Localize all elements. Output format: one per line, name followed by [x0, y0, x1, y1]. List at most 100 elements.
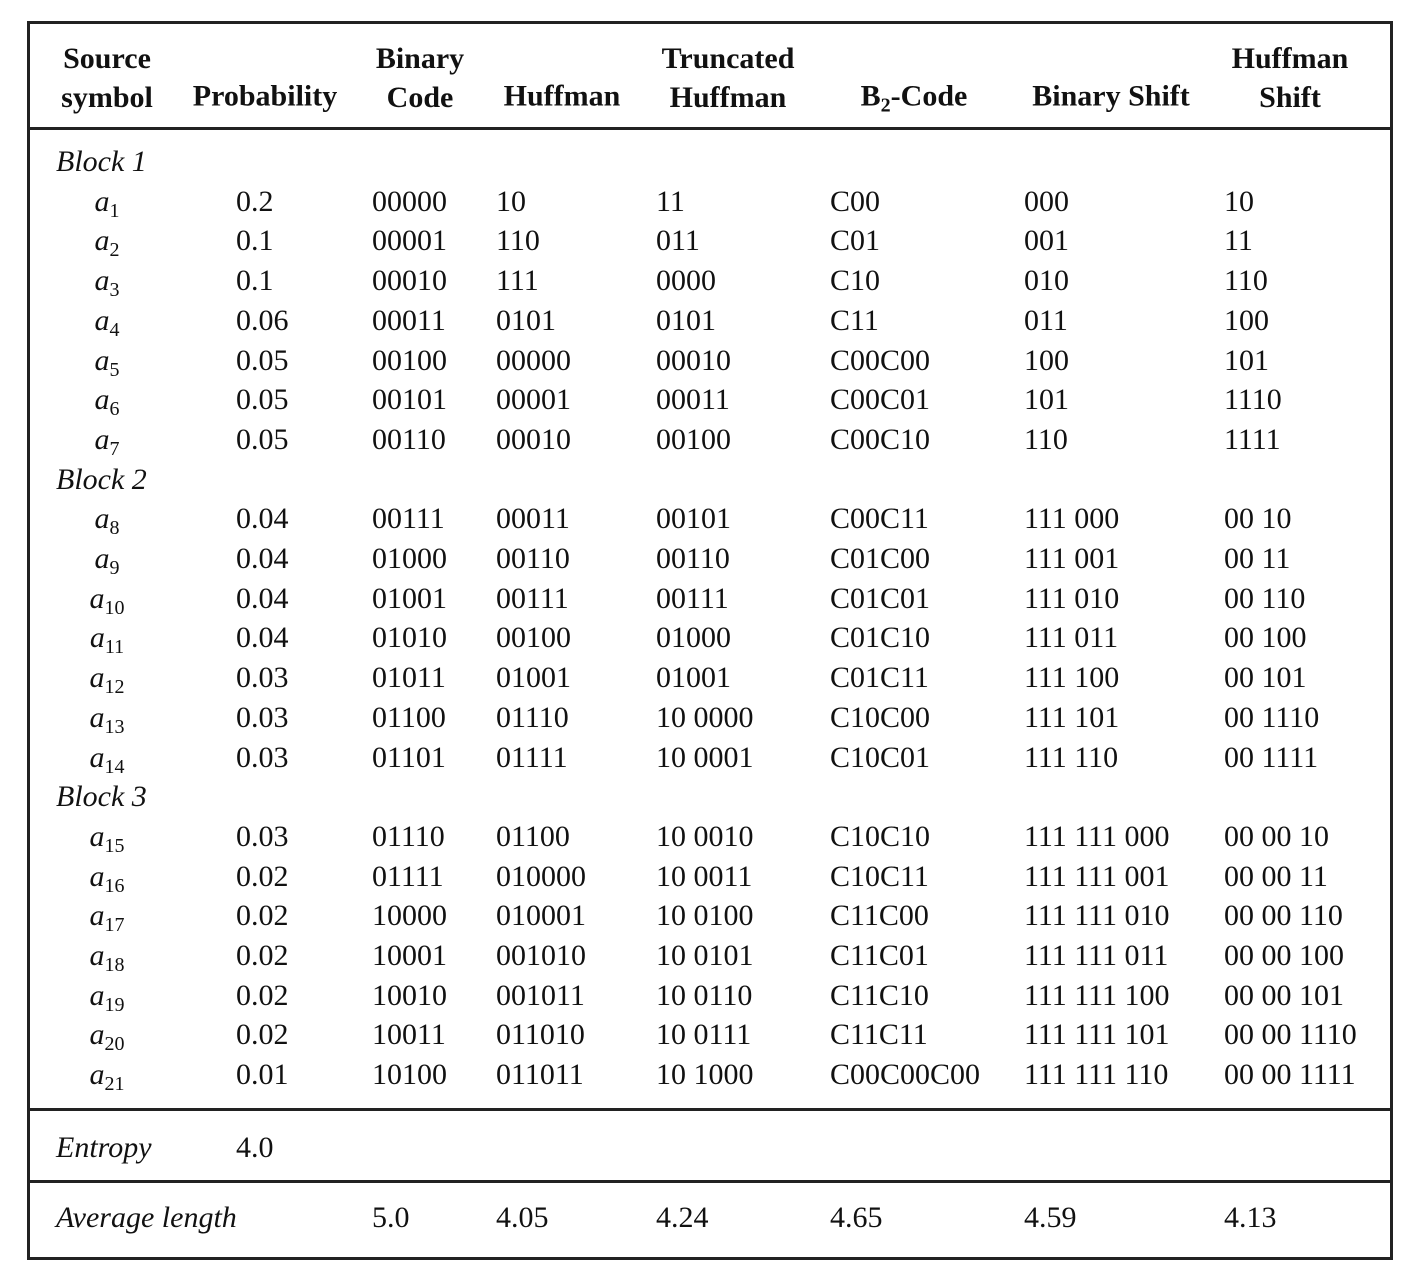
symbol-sub: 5 — [109, 358, 120, 381]
header-line: Shift — [1259, 81, 1321, 114]
header-sub: 2 — [880, 94, 891, 117]
cell: C00C01 — [830, 383, 931, 417]
cell: 00000 — [496, 343, 571, 377]
header-line: Truncated — [661, 42, 795, 75]
average-length-label: Average length — [56, 1201, 237, 1234]
source-symbol: a5 — [95, 345, 120, 380]
average-length-value: 4.13 — [1224, 1201, 1277, 1234]
source-symbol: a21 — [90, 1060, 125, 1095]
cell: 0101 — [656, 303, 716, 337]
cell: 111 101 — [1024, 700, 1120, 734]
cell: C10C01 — [830, 740, 931, 774]
cell: 00 00 11 — [1224, 859, 1328, 893]
cell: 010001 — [496, 899, 586, 933]
cell: C01C11 — [830, 661, 929, 695]
column-header: B2-Code — [861, 77, 968, 116]
column-header: Huffman — [504, 77, 621, 116]
column-header: Binary Shift — [1032, 77, 1190, 116]
cell: 111 111 001 — [1024, 859, 1170, 893]
cell: 00111 — [496, 581, 569, 615]
source-symbol: a9 — [95, 544, 120, 579]
cell: 001011 — [496, 978, 585, 1012]
symbol-sub: 12 — [104, 676, 125, 699]
symbol-sub: 8 — [109, 517, 120, 540]
cell: 01110 — [496, 700, 569, 734]
cell: 00 110 — [1224, 581, 1306, 615]
cell: 111 111 101 — [1024, 1018, 1170, 1052]
cell: 010 — [1024, 264, 1069, 298]
cell: 00 00 110 — [1224, 899, 1343, 933]
header-line: Binary Shift — [1032, 79, 1190, 113]
average-length-value: 4.59 — [1024, 1201, 1077, 1234]
cell: 1110 — [1224, 383, 1282, 417]
cell: 111 — [496, 264, 539, 298]
cell: 01011 — [372, 661, 446, 695]
entropy-label: Entropy — [56, 1131, 152, 1164]
header-suffix: -Code — [890, 79, 968, 113]
cell: 0.02 — [236, 899, 289, 933]
cell: C11C11 — [830, 1018, 928, 1052]
cell: 00010 — [656, 343, 731, 377]
source-symbol: a7 — [95, 424, 120, 459]
cell: 00101 — [656, 502, 731, 536]
cell: 10 0101 — [656, 939, 754, 972]
cell: 00001 — [496, 383, 571, 417]
symbol-sub: 21 — [104, 1073, 125, 1096]
cell: C01C00 — [830, 542, 931, 575]
cell: C00C11 — [830, 502, 929, 536]
average-length-value: 4.65 — [830, 1201, 883, 1234]
cell: 10 0110 — [656, 978, 753, 1012]
symbol-sub: 18 — [104, 954, 125, 976]
cell: 111 110 — [1024, 740, 1119, 774]
border-right — [1390, 21, 1393, 1260]
symbol-base: a — [94, 303, 110, 337]
symbol-base: a — [94, 224, 110, 258]
cell: 10010 — [372, 978, 447, 1012]
cell: 011010 — [496, 1018, 585, 1052]
border-left — [27, 21, 30, 1260]
source-symbol: a19 — [90, 980, 125, 1015]
cell: C10C10 — [830, 819, 931, 853]
cell: C10C11 — [830, 859, 929, 893]
source-symbol: a18 — [90, 941, 125, 976]
cell: 10000 — [372, 899, 447, 933]
symbol-base: a — [89, 819, 105, 853]
cell: 00 1110 — [1224, 700, 1320, 734]
cell: 111 111 110 — [1024, 1058, 1169, 1092]
symbol-sub: 15 — [104, 834, 125, 857]
cell: 0.03 — [236, 700, 289, 734]
cell: 00 00 100 — [1224, 939, 1344, 972]
cell: 100 — [1024, 343, 1069, 377]
cell: 00011 — [372, 303, 446, 337]
cell: C11 — [830, 303, 879, 337]
cell: 110 — [496, 224, 540, 258]
cell: 111 111 100 — [1024, 978, 1170, 1012]
cell: 110 — [1224, 264, 1268, 298]
source-symbol: a8 — [94, 502, 120, 539]
cell: C10C00 — [830, 700, 931, 734]
cell: 01111 — [496, 740, 568, 774]
cell: 10 0000 — [656, 700, 754, 734]
cell: 0.05 — [236, 343, 289, 377]
cell: 111 000 — [1024, 502, 1120, 536]
cell: 01110 — [372, 819, 445, 853]
source-symbol: a6 — [95, 385, 120, 420]
average-length-value: 5.0 — [372, 1201, 410, 1234]
border-top — [27, 21, 1393, 24]
cell: 011011 — [496, 1058, 584, 1092]
source-symbol: a15 — [89, 819, 125, 856]
cell: 00100 — [656, 422, 731, 456]
cell: 00 11 — [1224, 542, 1291, 575]
source-symbol: a12 — [90, 663, 125, 698]
source-symbol: a20 — [90, 1020, 125, 1055]
header-rule — [27, 127, 1393, 130]
cell: 000 — [1024, 184, 1069, 218]
symbol-base: a — [94, 502, 110, 536]
cell: 0.04 — [236, 581, 289, 615]
cell: 1111 — [1224, 422, 1281, 456]
cell: 00011 — [496, 502, 570, 536]
cell: C01C01 — [830, 581, 931, 615]
entropy-value: 4.0 — [236, 1131, 274, 1164]
symbol-sub: 20 — [104, 1033, 125, 1056]
cell: 11 — [656, 184, 685, 218]
